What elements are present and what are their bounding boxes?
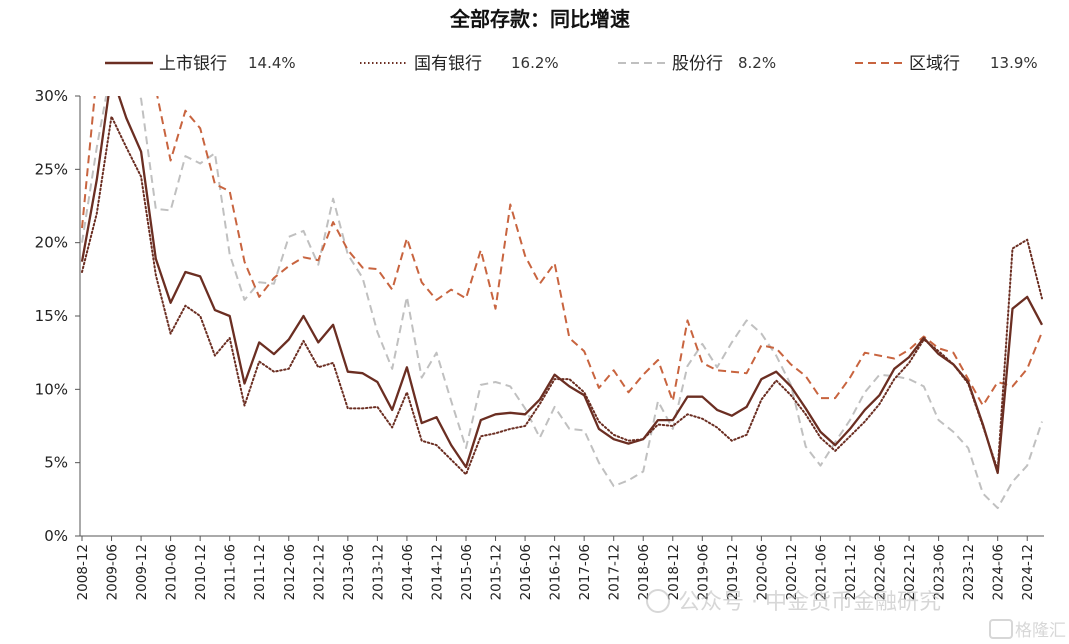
x-tick-label: 2013-12: [370, 544, 386, 600]
watermark-text-1: 公众号 · 中金货币金融研究: [678, 590, 941, 615]
x-tick-label: 2015-12: [489, 544, 505, 600]
legend-value-1: 14.4%: [248, 54, 296, 72]
series-line-1: [80, 96, 1044, 475]
legend-value-3: 8.2%: [738, 54, 776, 72]
x-tick-label: 2015-06: [459, 544, 475, 600]
legend-label-3: 股份行: [672, 54, 723, 74]
x-tick-label: 2023-06: [932, 544, 948, 600]
x-tick-label: 2016-12: [548, 544, 564, 600]
x-tick-label: 2014-06: [400, 544, 416, 600]
x-tick-label: 2021-06: [813, 544, 829, 600]
y-tick-label: 10%: [35, 380, 68, 398]
x-tick-label: 2018-06: [636, 544, 652, 600]
x-tick-label: 2023-12: [961, 544, 977, 600]
y-tick-label: 25%: [35, 160, 68, 178]
x-tick-label: 2013-06: [341, 544, 357, 600]
legend-label-4: 区域行: [909, 54, 960, 74]
legend-label-1: 上市银行: [159, 54, 227, 74]
legend-value-4: 13.9%: [990, 54, 1038, 72]
x-tick-label: 2020-06: [754, 544, 770, 600]
y-tick-labels: 0% 5% 10% 15% 20% 25% 30%: [35, 87, 80, 545]
series-line-4: [81, 96, 1043, 407]
legend-value-2: 16.2%: [511, 54, 559, 72]
x-tick-label: 2018-12: [666, 544, 682, 600]
y-tick-label: 5%: [44, 454, 68, 472]
legend-label-2: 国有银行: [414, 54, 482, 74]
x-tick-labels: 2008-12 2009-06 2009-12 2010-06 2010-12 2011-…: [75, 536, 1036, 600]
wechat-logo-icon: [646, 589, 670, 613]
x-tick-label: 2022-12: [902, 544, 918, 600]
watermark: 公众号 · 中金货币金融研究 格隆汇: [646, 589, 1066, 641]
x-tick-label: 2024-12: [1020, 544, 1036, 600]
series-line-3: [81, 96, 1043, 510]
y-tick-label: 30%: [35, 87, 68, 105]
x-tick-label: 2009-06: [105, 544, 121, 600]
x-tick-label: 2010-06: [164, 544, 180, 600]
x-tick-label: 2021-12: [843, 544, 859, 600]
x-tick-label: 2019-12: [725, 544, 741, 600]
x-tick-label: 2011-12: [252, 544, 268, 600]
x-tick-label: 2010-12: [193, 544, 209, 600]
x-tick-label: 2012-12: [311, 544, 327, 600]
x-tick-label: 2011-06: [223, 544, 239, 600]
y-tick-label: 20%: [35, 234, 68, 252]
plot-area: [80, 96, 1044, 510]
x-tick-label: 2012-06: [282, 544, 298, 600]
y-tick-label: 0%: [44, 527, 68, 545]
x-tick-label: 2016-06: [518, 544, 534, 600]
x-tick-label: 2022-06: [873, 544, 889, 600]
x-tick-label: 2017-12: [607, 544, 623, 600]
glh-logo-icon: [989, 619, 1013, 639]
chart-title: 全部存款：同比增速: [449, 7, 630, 31]
x-tick-label: 2019-06: [695, 544, 711, 600]
watermark-text-2: 格隆汇: [1015, 621, 1066, 641]
x-tick-label: 2020-12: [784, 544, 800, 600]
x-tick-label: 2024-06: [991, 544, 1007, 600]
x-tick-label: 2014-12: [429, 544, 445, 600]
x-tick-label: 2008-12: [75, 544, 91, 600]
x-tick-label: 2009-12: [134, 544, 150, 600]
y-tick-label: 15%: [35, 307, 68, 325]
x-tick-label: 2017-06: [577, 544, 593, 600]
legend: 上市银行 14.4% 国有银行 16.2% 股份行 8.2% 区域行 13.9%: [105, 54, 1038, 74]
